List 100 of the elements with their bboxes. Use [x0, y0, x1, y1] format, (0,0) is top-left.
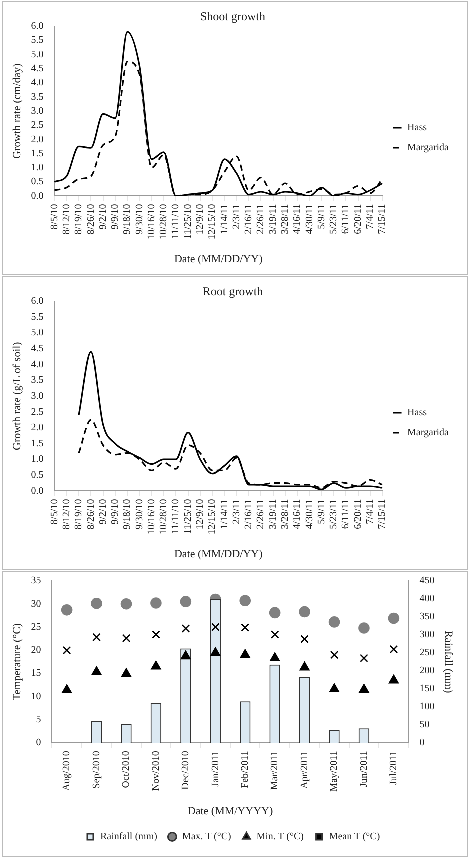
y-tick-label: 4.5 — [31, 63, 44, 74]
point — [300, 635, 309, 644]
y-tick-label: 35 — [31, 576, 42, 587]
point — [269, 607, 281, 619]
chart-title: Shoot growth — [200, 9, 266, 24]
legend-label: Hass — [408, 122, 428, 134]
x-tick-label: Oct/2010 — [121, 751, 132, 788]
x-tick-label: Nov/2010 — [150, 751, 162, 792]
point — [211, 623, 220, 632]
x-tick-label: 8/26/10 — [86, 204, 97, 235]
x-tick-label: 3/28/11 — [280, 499, 292, 530]
x-tick-label: 4/30/11 — [304, 204, 316, 234]
legend-label: Rainfall (mm) — [100, 832, 158, 843]
y2-axis-title: Rainfall (mm) — [442, 630, 455, 694]
point — [92, 666, 102, 676]
y-tick-label: 0.0 — [31, 190, 44, 202]
x-tick-label: 9/9/10 — [110, 499, 122, 525]
x-tick-label: 8/5/10 — [49, 204, 60, 230]
x-tick-label: 9/2/10 — [98, 204, 109, 230]
y-tick-label: 0 — [36, 738, 42, 749]
x-tick-label: 12/15/10 — [207, 204, 218, 240]
x-tick-label: Apr/2011 — [299, 751, 310, 790]
y2-tick-label: 300 — [420, 630, 435, 641]
point — [359, 684, 370, 693]
legend-label: Margarida — [408, 428, 450, 439]
point — [150, 598, 162, 609]
point — [388, 674, 399, 684]
y2-tick-label: 350 — [420, 612, 435, 623]
point — [330, 684, 340, 692]
point — [388, 612, 400, 624]
x-tick-label: 8/5/10 — [49, 499, 60, 525]
x-tick-label: 6/20/11 — [352, 499, 364, 530]
y-tick-label: 4.0 — [31, 359, 44, 370]
legend-label: Margarida — [408, 142, 450, 154]
x-tick-label: 8/12/10 — [61, 204, 72, 235]
y-axis-title: Growth rate (cm/day) — [11, 63, 24, 159]
legend-label: Hass — [408, 408, 428, 419]
x-tick-label: 5/23/11 — [328, 499, 340, 530]
y-tick-label: 1.0 — [31, 162, 44, 174]
y-tick-label: 3.5 — [31, 92, 44, 103]
x-tick-label: 7/15/11 — [377, 204, 388, 234]
point — [330, 650, 339, 660]
point — [328, 616, 340, 628]
point — [180, 650, 191, 660]
point — [240, 595, 252, 607]
x-tick-label: 10/28/10 — [158, 204, 170, 240]
x-tick-label: 12/15/10 — [207, 499, 218, 535]
point — [270, 652, 280, 662]
y-tick-label: 25 — [31, 622, 42, 633]
x-tick-label: 1/14/11 — [219, 499, 230, 530]
y-tick-label: 5.0 — [31, 328, 44, 339]
x-tick-label: 7/4/11 — [365, 499, 376, 524]
y-tick-label: 0.0 — [31, 486, 44, 497]
x-tick-label: 8/19/10 — [74, 204, 85, 235]
point — [120, 598, 132, 610]
y-tick-label: 10 — [31, 691, 42, 702]
x-tick-label: 2/16/11 — [244, 204, 255, 234]
point — [91, 598, 102, 610]
point — [390, 645, 398, 654]
legend-label: Max. T (°C) — [182, 832, 232, 843]
x-axis-title: Date (MM/YYYY) — [188, 805, 274, 818]
x-tick-label: 9/30/10 — [134, 499, 146, 530]
y-tick-label: 15 — [31, 668, 42, 680]
x-tick-label: 9/2/10 — [98, 499, 109, 525]
y2-tick-label: 400 — [420, 594, 435, 605]
y2-tick-label: 450 — [420, 576, 435, 587]
x-tick-label: Jan/2011 — [210, 751, 222, 787]
y-tick-label: 5 — [36, 714, 42, 726]
point — [300, 662, 310, 671]
x-tick-label: Feb/2011 — [240, 751, 251, 788]
x-tick-label: 9/30/10 — [134, 204, 146, 235]
point — [151, 661, 162, 670]
chart-title: Root growth — [202, 284, 264, 298]
point — [61, 604, 73, 616]
x-axis-title: Date (MM/DD/YY) — [174, 253, 264, 266]
y2-tick-label: 250 — [420, 648, 435, 659]
y2-tick-label: 50 — [420, 720, 430, 731]
y-axis-title: Growth rate (g/L of soil) — [11, 342, 24, 450]
y-tick-label: 3.5 — [31, 375, 44, 386]
y-tick-label: 4.0 — [31, 78, 44, 89]
y-tick-label: 6.0 — [31, 21, 44, 32]
y2-tick-label: 200 — [420, 666, 435, 677]
x-tick-label: 12/9/10 — [195, 499, 206, 530]
y-tick-label: 2.0 — [31, 422, 44, 434]
x-tick-label: 2/26/11 — [256, 204, 267, 234]
x-tick-label: 4/16/11 — [292, 499, 304, 530]
x-tick-label: 11/11/10 — [170, 499, 182, 534]
x-tick-label: Dec/2010 — [180, 751, 192, 790]
x-tick-label: 2/26/11 — [256, 499, 267, 530]
x-tick-label: Mar/2011 — [270, 751, 281, 790]
x-tick-label: 11/11/10 — [170, 204, 182, 240]
y-tick-label: 2.5 — [31, 120, 44, 132]
x-axis-title: Date (MM/DD/YY) — [174, 548, 264, 560]
point — [240, 649, 250, 658]
point — [92, 633, 101, 642]
y-tick-label: 2.0 — [31, 134, 44, 146]
y-tick-label: 0.5 — [31, 176, 44, 188]
point — [180, 596, 192, 608]
x-tick-label: 11/25/10 — [182, 499, 194, 534]
y-tick-label: 5.5 — [31, 35, 44, 46]
